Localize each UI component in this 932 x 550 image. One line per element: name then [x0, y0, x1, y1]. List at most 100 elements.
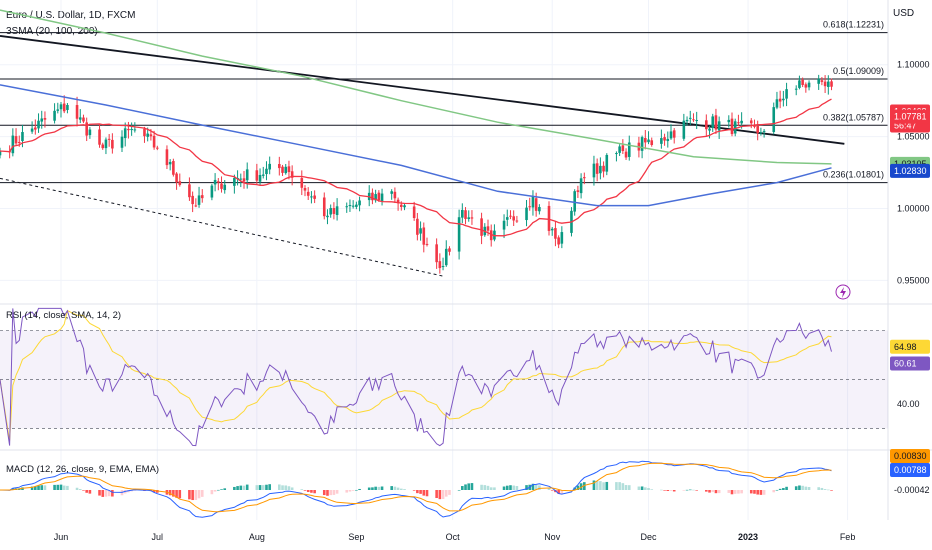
candle-body — [583, 177, 586, 179]
macd-histogram-bar — [133, 490, 137, 491]
macd-histogram-bar — [85, 490, 88, 493]
macd-histogram-bar — [220, 489, 223, 490]
candle-body — [525, 207, 528, 221]
macd-histogram-bar — [627, 485, 631, 490]
candle-body — [390, 191, 393, 194]
candle-body — [149, 134, 153, 137]
candle-body — [820, 80, 824, 82]
macd-histogram-bar — [444, 490, 448, 497]
macd-histogram-bar — [419, 490, 422, 494]
macd-histogram-bar — [175, 490, 178, 498]
rsi-value-badge — [890, 339, 930, 354]
candle-body — [101, 144, 105, 149]
candle-body — [133, 129, 137, 131]
macd-histogram-bar — [772, 490, 776, 493]
macd-histogram-bar — [82, 490, 85, 491]
candle-body — [156, 147, 159, 149]
candle-body — [332, 208, 336, 214]
macd-pane: MACD (12, 26, close, 9, EMA, EMA) — [0, 460, 833, 518]
candle-body — [59, 104, 63, 110]
candle-body — [422, 227, 426, 245]
fib-level-label: 0.618(1.12231) — [823, 20, 884, 30]
candle-body — [737, 122, 740, 124]
candle-body — [573, 191, 576, 212]
rsi-pane: RSI (14, close, SMA, 14, 2) — [0, 307, 888, 447]
candle-body — [300, 178, 304, 188]
rsi-tick-label: 40.00 — [897, 399, 920, 409]
macd-histogram-bar — [380, 486, 384, 490]
macd-histogram-bar — [740, 490, 743, 494]
fibonacci-retracement[interactable]: 0.618(1.12231) 0.5(1.09009) 0.382(1.05787)… — [0, 20, 888, 184]
candle-body — [663, 137, 666, 141]
macd-histogram-bar — [400, 488, 403, 490]
macd-histogram-bar — [576, 485, 580, 490]
candle-body — [515, 220, 519, 222]
macd-histogram-bar — [483, 485, 487, 490]
candle-body — [75, 105, 79, 119]
macd-histogram-bar — [515, 486, 519, 490]
candle-body — [85, 122, 88, 136]
macd-histogram-bar — [538, 485, 541, 490]
macd-histogram-bar — [464, 484, 467, 490]
candle-body — [17, 141, 21, 143]
sma20-badge — [890, 109, 930, 124]
candle-body — [172, 161, 175, 175]
candle-body — [730, 118, 734, 135]
macd-histogram-bar — [730, 490, 734, 495]
candle-body — [371, 192, 374, 201]
candle-body — [287, 166, 291, 173]
candle-body — [534, 198, 538, 211]
macd-histogram-bar — [714, 490, 718, 494]
candle-body — [480, 218, 483, 236]
candle-body — [599, 165, 602, 174]
candle-body — [104, 139, 108, 149]
candle-body — [708, 128, 711, 131]
macd-histogram-bar — [178, 490, 182, 499]
candle-body — [56, 109, 60, 111]
macd-histogram-bar — [457, 489, 461, 491]
macd-histogram-bar — [595, 481, 599, 490]
macd-histogram-bar — [807, 487, 811, 490]
candle-body — [618, 146, 621, 153]
macd-histogram-bar — [692, 489, 695, 491]
macd-signal-badge-text: 0.00830 — [894, 451, 927, 461]
time-tick-label: Nov — [544, 532, 561, 542]
macd-histogram-bar — [470, 483, 474, 490]
macd-histogram-bar — [637, 486, 641, 490]
support-trendline — [0, 177, 444, 277]
macd-histogram-bar — [310, 490, 313, 493]
macd-histogram-bar — [43, 485, 47, 490]
candle-body — [233, 177, 236, 186]
candle-body — [313, 195, 316, 199]
macd-histogram-bar — [223, 488, 227, 490]
macd-histogram-bar — [258, 485, 262, 490]
candle-body — [265, 168, 268, 175]
candle-body — [672, 130, 676, 138]
candle-body — [785, 89, 788, 99]
macd-histogram-bar — [425, 490, 429, 497]
macd-histogram-bar — [290, 487, 294, 490]
candle-body — [602, 165, 605, 172]
candle-body — [753, 124, 756, 127]
sma-indicator-label[interactable]: 3SMA (20, 100, 200) — [6, 26, 98, 37]
macd-histogram-bar — [107, 490, 111, 497]
candle-body — [705, 120, 708, 130]
macd-histogram-bar — [194, 490, 198, 500]
macd-histogram-bar — [502, 486, 506, 490]
macd-histogram-bar — [618, 482, 621, 490]
lightning-icon-glyph — [840, 287, 846, 298]
candle-body — [303, 188, 307, 191]
candle-body — [380, 193, 384, 202]
candle-body — [772, 107, 776, 132]
candle-body — [615, 153, 618, 155]
macd-histogram-bar — [351, 490, 355, 491]
macd-histogram-bar — [550, 490, 554, 491]
candle-body — [782, 98, 785, 101]
macd-histogram-bar — [827, 489, 830, 491]
macd-histogram-bar — [152, 490, 156, 493]
candle-body — [53, 110, 56, 121]
trendlines[interactable] — [0, 35, 845, 277]
candle-body — [817, 78, 820, 84]
macd-histogram-bar — [396, 487, 400, 490]
